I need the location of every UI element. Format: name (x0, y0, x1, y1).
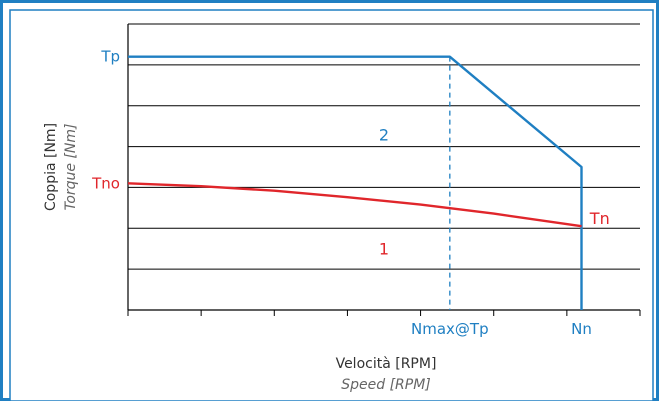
y-axis-title: Coppia [Nm] (43, 123, 59, 211)
y-tick-label-tp: Tp (100, 48, 120, 66)
series-lines (127, 55, 583, 310)
series-line-blue (128, 55, 583, 310)
x-axis-title: Velocità [RPM] (336, 356, 437, 372)
series-line-red (127, 182, 582, 228)
y-axis-subtitle: Torque [Nm] (63, 123, 79, 210)
inner-panel (9, 9, 654, 401)
annotation-1: 1 (379, 240, 389, 259)
annotation-2: 2 (379, 125, 389, 144)
annotations: 2 1 Tn (379, 125, 610, 258)
x-tick-label-nn: Nn (571, 320, 592, 338)
x-axis-subtitle: Speed [RPM] (341, 377, 431, 393)
axes (127, 24, 641, 316)
annotation-tn: Tn (589, 209, 610, 228)
grid-lines (128, 23, 640, 270)
y-tick-label-tno: Tno (91, 174, 120, 192)
tick-labels: Tp Tno Nmax@Tp Nn (91, 48, 592, 338)
x-tick-label-nmax-tp: Nmax@Tp (411, 320, 489, 338)
